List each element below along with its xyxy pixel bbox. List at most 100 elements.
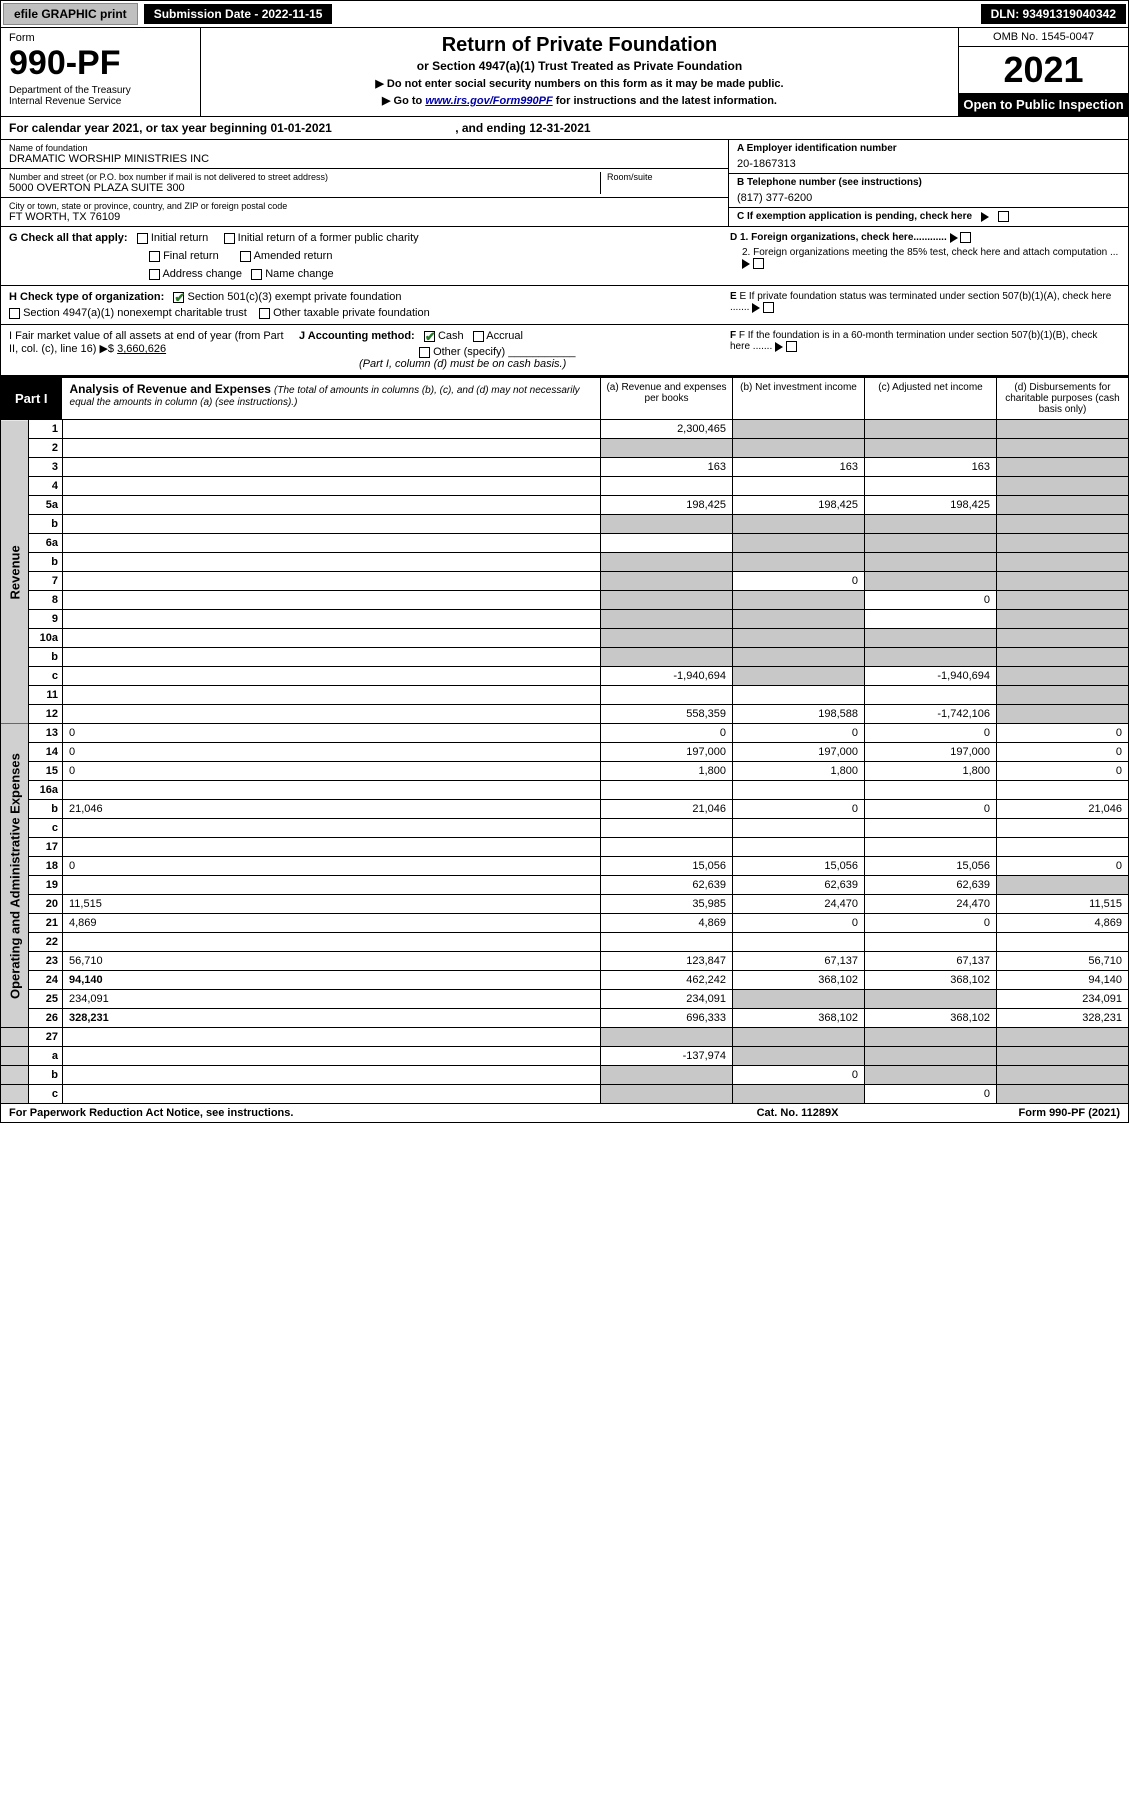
table-row: 1501,8001,8001,8000 [1, 762, 1129, 781]
tel-label: B Telephone number (see instructions) [737, 177, 1120, 188]
cell-d [997, 838, 1129, 857]
row-description [63, 648, 601, 667]
irs-link[interactable]: www.irs.gov/Form990PF [425, 95, 552, 107]
other-taxable-checkbox[interactable] [259, 308, 270, 319]
row-description [63, 686, 601, 705]
row-number: 11 [29, 686, 63, 705]
row-number: 27 [29, 1028, 63, 1047]
table-row: 80 [1, 591, 1129, 610]
accrual-checkbox[interactable] [473, 331, 484, 342]
other-method-checkbox[interactable] [419, 347, 430, 358]
omb-number: OMB No. 1545-0047 [959, 28, 1128, 47]
c-label: C If exemption application is pending, c… [737, 211, 972, 222]
cell-b [733, 667, 865, 686]
cell-a: 123,847 [601, 952, 733, 971]
cell-b: 368,102 [733, 971, 865, 990]
table-row: c0 [1, 1085, 1129, 1104]
row-number: 20 [29, 895, 63, 914]
cell-a: 197,000 [601, 743, 733, 762]
tax-year: 2021 [959, 47, 1128, 93]
4947-checkbox[interactable] [9, 308, 20, 319]
cell-d: 21,046 [997, 800, 1129, 819]
g-row: G Check all that apply: Initial return I… [0, 227, 1129, 286]
col-b-header: (b) Net investment income [732, 378, 864, 419]
e-checkbox[interactable] [763, 302, 774, 313]
cell-c: 368,102 [865, 1009, 997, 1028]
j-label: J Accounting method: [299, 330, 415, 342]
cell-b: 198,425 [733, 496, 865, 515]
initial-return-checkbox[interactable] [137, 233, 148, 244]
table-row: 9 [1, 610, 1129, 629]
row-number: 3 [29, 458, 63, 477]
row-number: 17 [29, 838, 63, 857]
e-label: E If private foundation status was termi… [730, 291, 1111, 313]
row-number: 1 [29, 420, 63, 439]
cell-b [733, 1047, 865, 1066]
d2-row: 2. Foreign organizations meeting the 85%… [730, 247, 1120, 269]
row-number: b [29, 1066, 63, 1085]
i-value: 3,660,626 [117, 343, 166, 355]
row-description [63, 515, 601, 534]
table-row: 2011,51535,98524,47024,47011,515 [1, 895, 1129, 914]
cell-d [997, 876, 1129, 895]
cell-b: 198,588 [733, 705, 865, 724]
addr-label: Number and street (or P.O. box number if… [9, 172, 600, 182]
final-return-checkbox[interactable] [149, 251, 160, 262]
cell-c: 368,102 [865, 971, 997, 990]
cell-d: 56,710 [997, 952, 1129, 971]
city-row: City or town, state or province, country… [1, 198, 728, 226]
g-label: G Check all that apply: [9, 232, 128, 244]
d2-checkbox[interactable] [753, 258, 764, 269]
cell-d: 0 [997, 743, 1129, 762]
cell-d [997, 686, 1129, 705]
cell-b: 0 [733, 724, 865, 743]
row-description [63, 553, 601, 572]
arrow-icon [742, 259, 750, 269]
name-change-checkbox[interactable] [251, 269, 262, 280]
cell-b [733, 477, 865, 496]
row-description: 0 [63, 857, 601, 876]
row-description [63, 933, 601, 952]
cell-c: 62,639 [865, 876, 997, 895]
cash-checkbox[interactable] [424, 331, 435, 342]
cell-c: 67,137 [865, 952, 997, 971]
cell-c: -1,742,106 [865, 705, 997, 724]
calyear-begin: 01-01-2021 [270, 121, 331, 135]
row-description [63, 610, 601, 629]
room-label: Room/suite [607, 172, 720, 182]
address-change-checkbox[interactable] [149, 269, 160, 280]
cell-d: 0 [997, 724, 1129, 743]
j-note: (Part I, column (d) must be on cash basi… [359, 358, 720, 370]
cell-c [865, 990, 997, 1009]
cell-d [997, 781, 1129, 800]
f-checkbox[interactable] [786, 341, 797, 352]
row-description [63, 439, 601, 458]
amended-return-checkbox[interactable] [240, 251, 251, 262]
cell-a [601, 477, 733, 496]
row-description [63, 420, 601, 439]
cell-a: -1,940,694 [601, 667, 733, 686]
footer-mid: Cat. No. 11289X [757, 1107, 839, 1119]
efile-print-button[interactable]: efile GRAPHIC print [3, 3, 138, 25]
g-opt-2: Final return [163, 250, 219, 262]
row-description [63, 819, 601, 838]
cell-c [865, 610, 997, 629]
table-row: b [1, 515, 1129, 534]
d1-checkbox[interactable] [960, 232, 971, 243]
cell-a: 2,300,465 [601, 420, 733, 439]
row-description: 94,140 [63, 971, 601, 990]
row-description [63, 1085, 601, 1104]
calyear-mid: , and ending [455, 121, 529, 135]
table-row: 2494,140462,242368,102368,10294,140 [1, 971, 1129, 990]
cell-b [733, 933, 865, 952]
cell-c [865, 553, 997, 572]
cell-d [997, 439, 1129, 458]
cell-b [733, 553, 865, 572]
header-right: OMB No. 1545-0047 2021 Open to Public In… [958, 28, 1128, 116]
cell-d [997, 515, 1129, 534]
501c3-checkbox[interactable] [173, 292, 184, 303]
initial-public-checkbox[interactable] [224, 233, 235, 244]
row-number: c [29, 667, 63, 686]
cell-c [865, 838, 997, 857]
c-checkbox[interactable] [998, 211, 1009, 222]
